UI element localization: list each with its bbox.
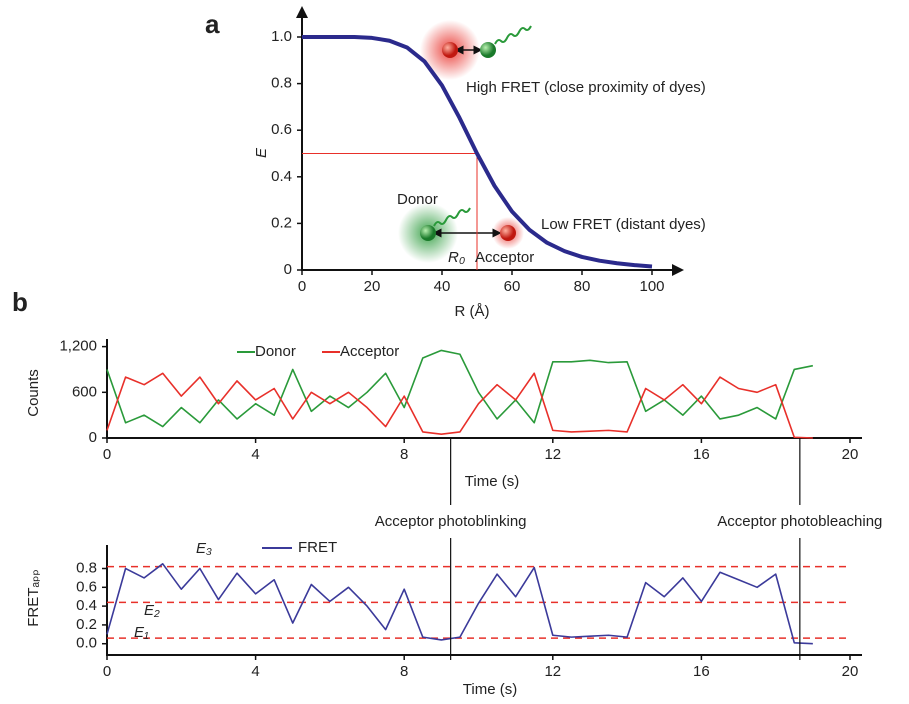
annotation: R₀ xyxy=(448,249,465,266)
annotation: Donor xyxy=(397,191,438,208)
y-tick-label: 0.6 xyxy=(76,578,97,595)
x-tick-label: 8 xyxy=(400,446,408,463)
x-tick-label: 0 xyxy=(298,278,306,295)
x-tick-label: 20 xyxy=(842,446,859,463)
x-axis-title: R (Å) xyxy=(455,303,490,320)
x-tick-label: 4 xyxy=(251,446,259,463)
level-label: E₁ xyxy=(134,624,149,641)
x-tick-label: 12 xyxy=(544,663,561,680)
y-tick-label: 0.8 xyxy=(76,559,97,576)
y-tick-label: 0.4 xyxy=(271,168,292,185)
annotation: Low FRET (distant dyes) xyxy=(541,216,706,233)
y-tick-label: 0.2 xyxy=(76,616,97,633)
panel-label: b xyxy=(12,287,28,317)
x-tick-label: 0 xyxy=(103,446,111,463)
event-label: Acceptor photoblinking xyxy=(375,513,527,530)
axis-arrow xyxy=(296,6,308,18)
x-tick-label: 80 xyxy=(574,278,591,295)
level-label: E₃ xyxy=(196,540,212,557)
y-tick-label: 0.8 xyxy=(271,75,292,92)
y-tick-label: 600 xyxy=(72,383,97,400)
x-tick-label: 20 xyxy=(842,663,859,680)
x-tick-label: 8 xyxy=(400,663,408,680)
x-tick-label: 100 xyxy=(639,278,664,295)
x-tick-label: 12 xyxy=(544,446,561,463)
legend-label: FRET xyxy=(298,539,337,556)
x-tick-label: 20 xyxy=(364,278,381,295)
y-axis-title: E xyxy=(253,147,270,158)
y-tick-label: 0.0 xyxy=(76,635,97,652)
level-label: E₂ xyxy=(144,602,160,619)
y-tick-label: 0.4 xyxy=(76,597,97,614)
dye-illustration-high xyxy=(420,20,532,80)
x-tick-label: 16 xyxy=(693,663,710,680)
y-axis-title: FRETₐₚₚ xyxy=(25,569,42,627)
x-tick-label: 40 xyxy=(434,278,451,295)
axis-arrow xyxy=(672,264,684,276)
annotation: High FRET (close proximity of dyes) xyxy=(466,79,706,96)
annotation: Acceptor xyxy=(475,249,534,266)
x-axis-title: Time (s) xyxy=(465,473,519,490)
axes xyxy=(106,339,862,439)
data-line xyxy=(302,35,653,269)
y-tick-label: 0.6 xyxy=(271,121,292,138)
x-tick-label: 16 xyxy=(693,446,710,463)
x-axis-title: Time (s) xyxy=(463,681,517,698)
panel-label: a xyxy=(205,9,220,39)
data-line xyxy=(106,349,814,428)
y-axis-title: Counts xyxy=(25,369,42,417)
x-tick-label: 4 xyxy=(251,663,259,680)
dye-illustration-low xyxy=(398,203,524,263)
legend-label: Acceptor xyxy=(340,343,399,360)
y-tick-label: 0.2 xyxy=(271,214,292,231)
y-tick-label: 0 xyxy=(89,429,97,446)
y-tick-label: 1.0 xyxy=(271,28,292,45)
x-tick-label: 60 xyxy=(504,278,521,295)
data-line xyxy=(106,563,813,645)
y-tick-label: 1,200 xyxy=(59,338,97,355)
y-tick-label: 0 xyxy=(284,261,292,278)
x-tick-label: 0 xyxy=(103,663,111,680)
legend-label: Donor xyxy=(255,343,296,360)
data-line xyxy=(106,372,813,439)
event-label: Acceptor photobleaching xyxy=(717,513,882,530)
